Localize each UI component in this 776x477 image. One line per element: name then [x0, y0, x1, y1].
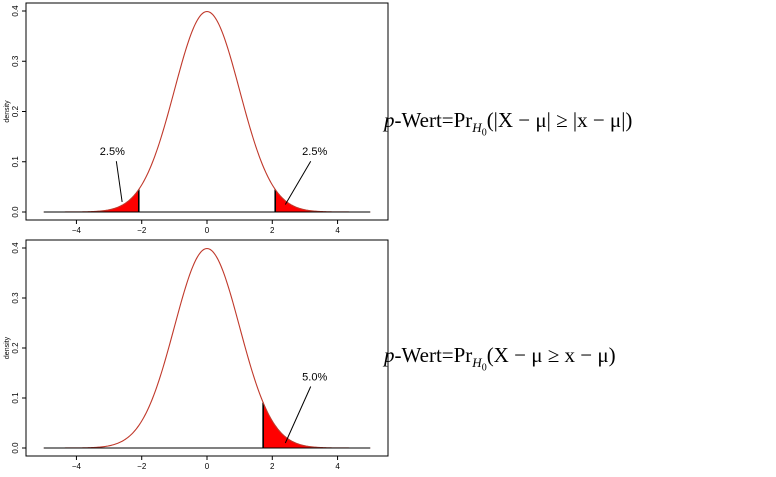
x-tick-label-0-2: 2	[270, 226, 275, 235]
y-tick-label-1-0: 0.0	[11, 442, 20, 454]
formula-one-sided-text: -Wert=Pr	[394, 343, 473, 367]
x-tick-label-1--2: −2	[137, 462, 147, 471]
density-curve-1	[43, 247, 371, 449]
x-tick-label-1-2: 2	[270, 462, 275, 471]
shaded-region-0-0	[43, 189, 139, 212]
x-tick-label-1-4: 4	[335, 462, 340, 471]
formula-one-sided: p-Wert=PrH0(X − μ ≥ x − μ)	[384, 343, 616, 374]
formula-two-sided-p: p	[384, 108, 395, 132]
leader-line-0-1	[284, 160, 312, 205]
formula-one-sided-p: p	[384, 343, 395, 367]
y-tick-label-0-0: 0.0	[11, 206, 20, 218]
density-curve-0	[43, 10, 371, 213]
leader-line-1-0	[284, 386, 312, 444]
leader-line-0-0	[115, 161, 123, 203]
formula-two-sided-sub: H	[472, 120, 482, 136]
formula-two-sided-subsub: 0	[481, 127, 487, 139]
formula-one-sided-expr: (X − μ ≥ x − μ)	[486, 343, 616, 367]
plot-frame-1	[25, 239, 389, 457]
x-tick-label-0-4: 4	[335, 226, 340, 235]
percent-label-0-0: 2.5%	[100, 146, 125, 158]
plot-frame-0	[25, 2, 389, 221]
x-tick-label-0--4: −4	[72, 226, 82, 235]
y-tick-label-0-4: 0.4	[11, 5, 20, 17]
shaded-region-1-0	[263, 402, 371, 448]
x-tick-label-1-0: 0	[205, 462, 210, 471]
y-axis-label-1: density	[4, 336, 11, 359]
y-tick-label-0-1: 0.1	[11, 156, 20, 168]
x-tick-label-1--4: −4	[72, 462, 82, 471]
y-tick-label-1-2: 0.2	[11, 342, 20, 354]
y-tick-label-1-4: 0.4	[11, 242, 20, 254]
formula-one-sided-sub: H	[472, 355, 482, 371]
x-tick-label-0--2: −2	[137, 226, 147, 235]
percent-label-1-0: 5.0%	[302, 372, 327, 384]
y-tick-label-0-3: 0.3	[11, 55, 20, 67]
shaded-region-0-1	[275, 189, 371, 212]
y-axis-label-0: density	[4, 100, 11, 123]
y-tick-label-1-1: 0.1	[11, 392, 20, 404]
x-tick-label-0-0: 0	[205, 226, 210, 235]
formula-two-sided: p-Wert=PrH0(|X − μ| ≥ |x − μ|)	[384, 108, 632, 139]
percent-label-0-1: 2.5%	[302, 146, 327, 158]
y-tick-label-1-3: 0.3	[11, 292, 20, 304]
y-tick-label-0-2: 0.2	[11, 105, 20, 117]
formula-two-sided-expr: (|X − μ| ≥ |x − μ|)	[486, 108, 633, 132]
formula-two-sided-text: -Wert=Pr	[394, 108, 473, 132]
formula-one-sided-subsub: 0	[481, 362, 487, 374]
